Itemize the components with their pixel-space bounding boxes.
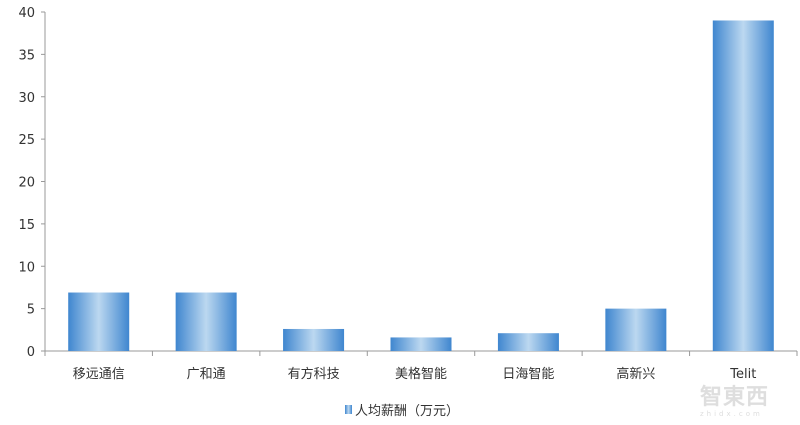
legend-label: 人均薪酬（万元） — [355, 404, 460, 419]
y-tick-label: 20 — [18, 176, 35, 191]
legend-swatch — [345, 405, 352, 414]
x-category-label: 美格智能 — [395, 366, 447, 382]
bar-3 — [390, 337, 452, 351]
bar-6 — [712, 20, 774, 351]
x-category-label: Telit — [729, 367, 756, 382]
y-tick-label: 15 — [18, 218, 35, 233]
y-tick-label: 5 — [27, 303, 35, 318]
y-tick-label: 10 — [18, 260, 35, 275]
bar-4 — [497, 333, 559, 351]
x-category-label: 日海智能 — [502, 367, 554, 382]
watermark-logo: 智東西 zhidx.com — [700, 385, 770, 419]
bar-1 — [175, 292, 237, 351]
x-category-label: 移远通信 — [73, 367, 125, 382]
bar-0 — [68, 292, 130, 351]
y-tick-label: 25 — [18, 133, 35, 148]
y-tick-label: 35 — [18, 48, 35, 63]
y-tick-label: 30 — [18, 91, 35, 106]
legend: 人均薪酬（万元） — [345, 400, 459, 419]
x-category-label: 广和通 — [187, 367, 226, 382]
x-category-label: 高新兴 — [616, 366, 655, 382]
bar-5 — [605, 308, 667, 351]
bar-2 — [283, 328, 345, 351]
y-tick-label: 0 — [27, 345, 35, 360]
y-tick-label: 40 — [18, 6, 35, 21]
x-category-label: 有方科技 — [288, 366, 340, 382]
